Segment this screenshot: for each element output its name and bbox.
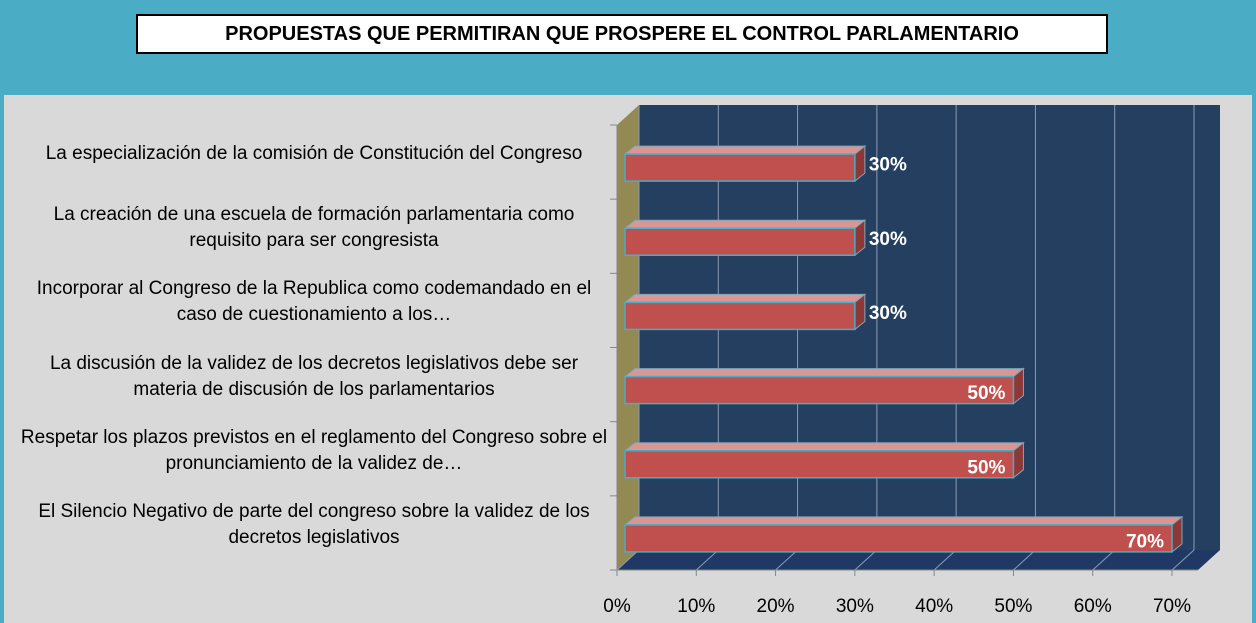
floor-grid-line [1013, 549, 1036, 571]
bar-top [623, 442, 1025, 452]
left-border [0, 95, 4, 623]
chart-title: PROPUESTAS QUE PERMITIRAN QUE PROSPERE E… [136, 14, 1108, 54]
data-label: 30% [869, 229, 907, 250]
floor-grid-line [933, 549, 957, 571]
x-tick-label: 60% [1074, 596, 1112, 617]
category-label: La creación de una escuela de formación … [53, 204, 575, 252]
category-label: La discusión de la validez de los decret… [49, 352, 579, 400]
category-label: El Silencio Negativo de parte del congre… [38, 500, 590, 548]
data-label: 50% [967, 457, 1005, 478]
data-label: 50% [967, 383, 1005, 404]
x-tick-label: 40% [915, 596, 953, 617]
back-wall [639, 105, 1220, 550]
data-label: 70% [1126, 531, 1164, 552]
bar [624, 227, 856, 256]
x-tick-label: 50% [994, 596, 1032, 617]
bar [624, 524, 1173, 553]
x-tick-label: 30% [836, 596, 874, 617]
x-tick-label: 70% [1153, 596, 1191, 617]
floor-grid-line [1092, 549, 1116, 571]
bar [624, 301, 856, 331]
bar [624, 375, 1015, 405]
data-label: 30% [869, 155, 907, 176]
category-label: Respetar los plazos previstos en el regl… [20, 426, 608, 474]
bar-top [623, 145, 867, 155]
bar-top [623, 368, 1025, 378]
bar-top [623, 293, 867, 303]
floor-grid-line [1171, 549, 1195, 571]
bar [624, 153, 856, 182]
x-tick-label: 0% [603, 596, 631, 617]
floor-grid-line [695, 549, 719, 571]
right-border [1252, 95, 1256, 623]
data-label: 30% [869, 303, 907, 324]
floor-grid-line [775, 549, 798, 571]
category-label: La especialización de la comisión de Con… [45, 143, 583, 165]
bar [624, 450, 1015, 479]
floor-grid-line [854, 549, 878, 571]
floor-grid-line [616, 549, 640, 571]
x-tick-label: 10% [677, 596, 715, 617]
x-tick-label: 20% [757, 596, 795, 617]
category-label: Incorporar al Congreso de la Republica c… [36, 278, 592, 326]
floor [617, 550, 1220, 570]
bar-top [623, 219, 867, 229]
bar-top [623, 516, 1184, 526]
